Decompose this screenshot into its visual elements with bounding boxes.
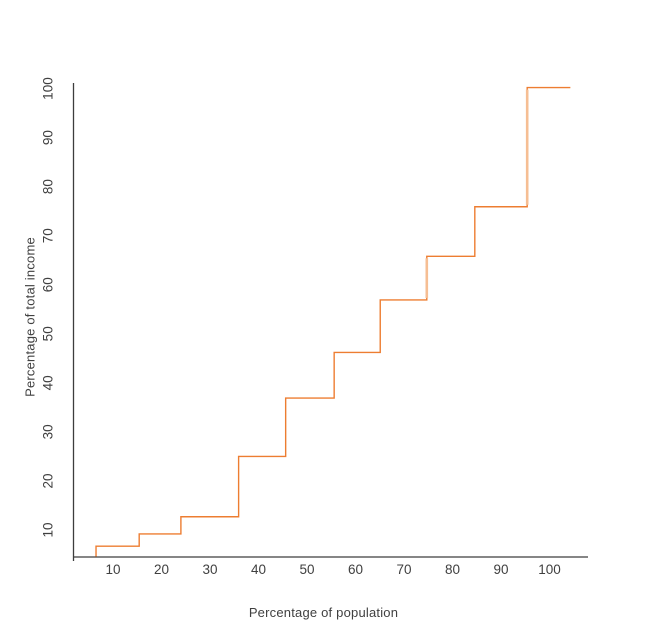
y-tick-label: 40 xyxy=(41,375,56,390)
x-tick-label: 80 xyxy=(445,562,460,577)
y-axis-title: Percentage of total income xyxy=(22,237,38,397)
y-tick-label: 80 xyxy=(41,179,56,194)
y-tick-label: 90 xyxy=(41,130,56,145)
x-tick-label: 30 xyxy=(202,562,217,577)
x-tick-label: 10 xyxy=(105,562,120,577)
y-tick-label: 60 xyxy=(41,277,56,292)
x-axis-title: Percentage of population xyxy=(248,605,399,620)
y-tick-label: 100 xyxy=(41,77,56,100)
y-tick-label: 20 xyxy=(41,473,56,488)
x-tick-label: 50 xyxy=(299,562,314,577)
y-tick-label: 10 xyxy=(41,522,56,537)
y-tick-label: 70 xyxy=(41,228,56,243)
x-tick-label: 70 xyxy=(396,562,411,577)
x-tick-label: 20 xyxy=(154,562,169,577)
x-tick-label: 100 xyxy=(538,562,561,577)
series-step-line xyxy=(95,86,571,557)
x-tick-label: 60 xyxy=(348,562,363,577)
x-tick-label: 90 xyxy=(493,562,508,577)
x-tick-label: 40 xyxy=(251,562,266,577)
y-tick-label: 30 xyxy=(41,424,56,439)
y-tick-label: 50 xyxy=(41,326,56,341)
